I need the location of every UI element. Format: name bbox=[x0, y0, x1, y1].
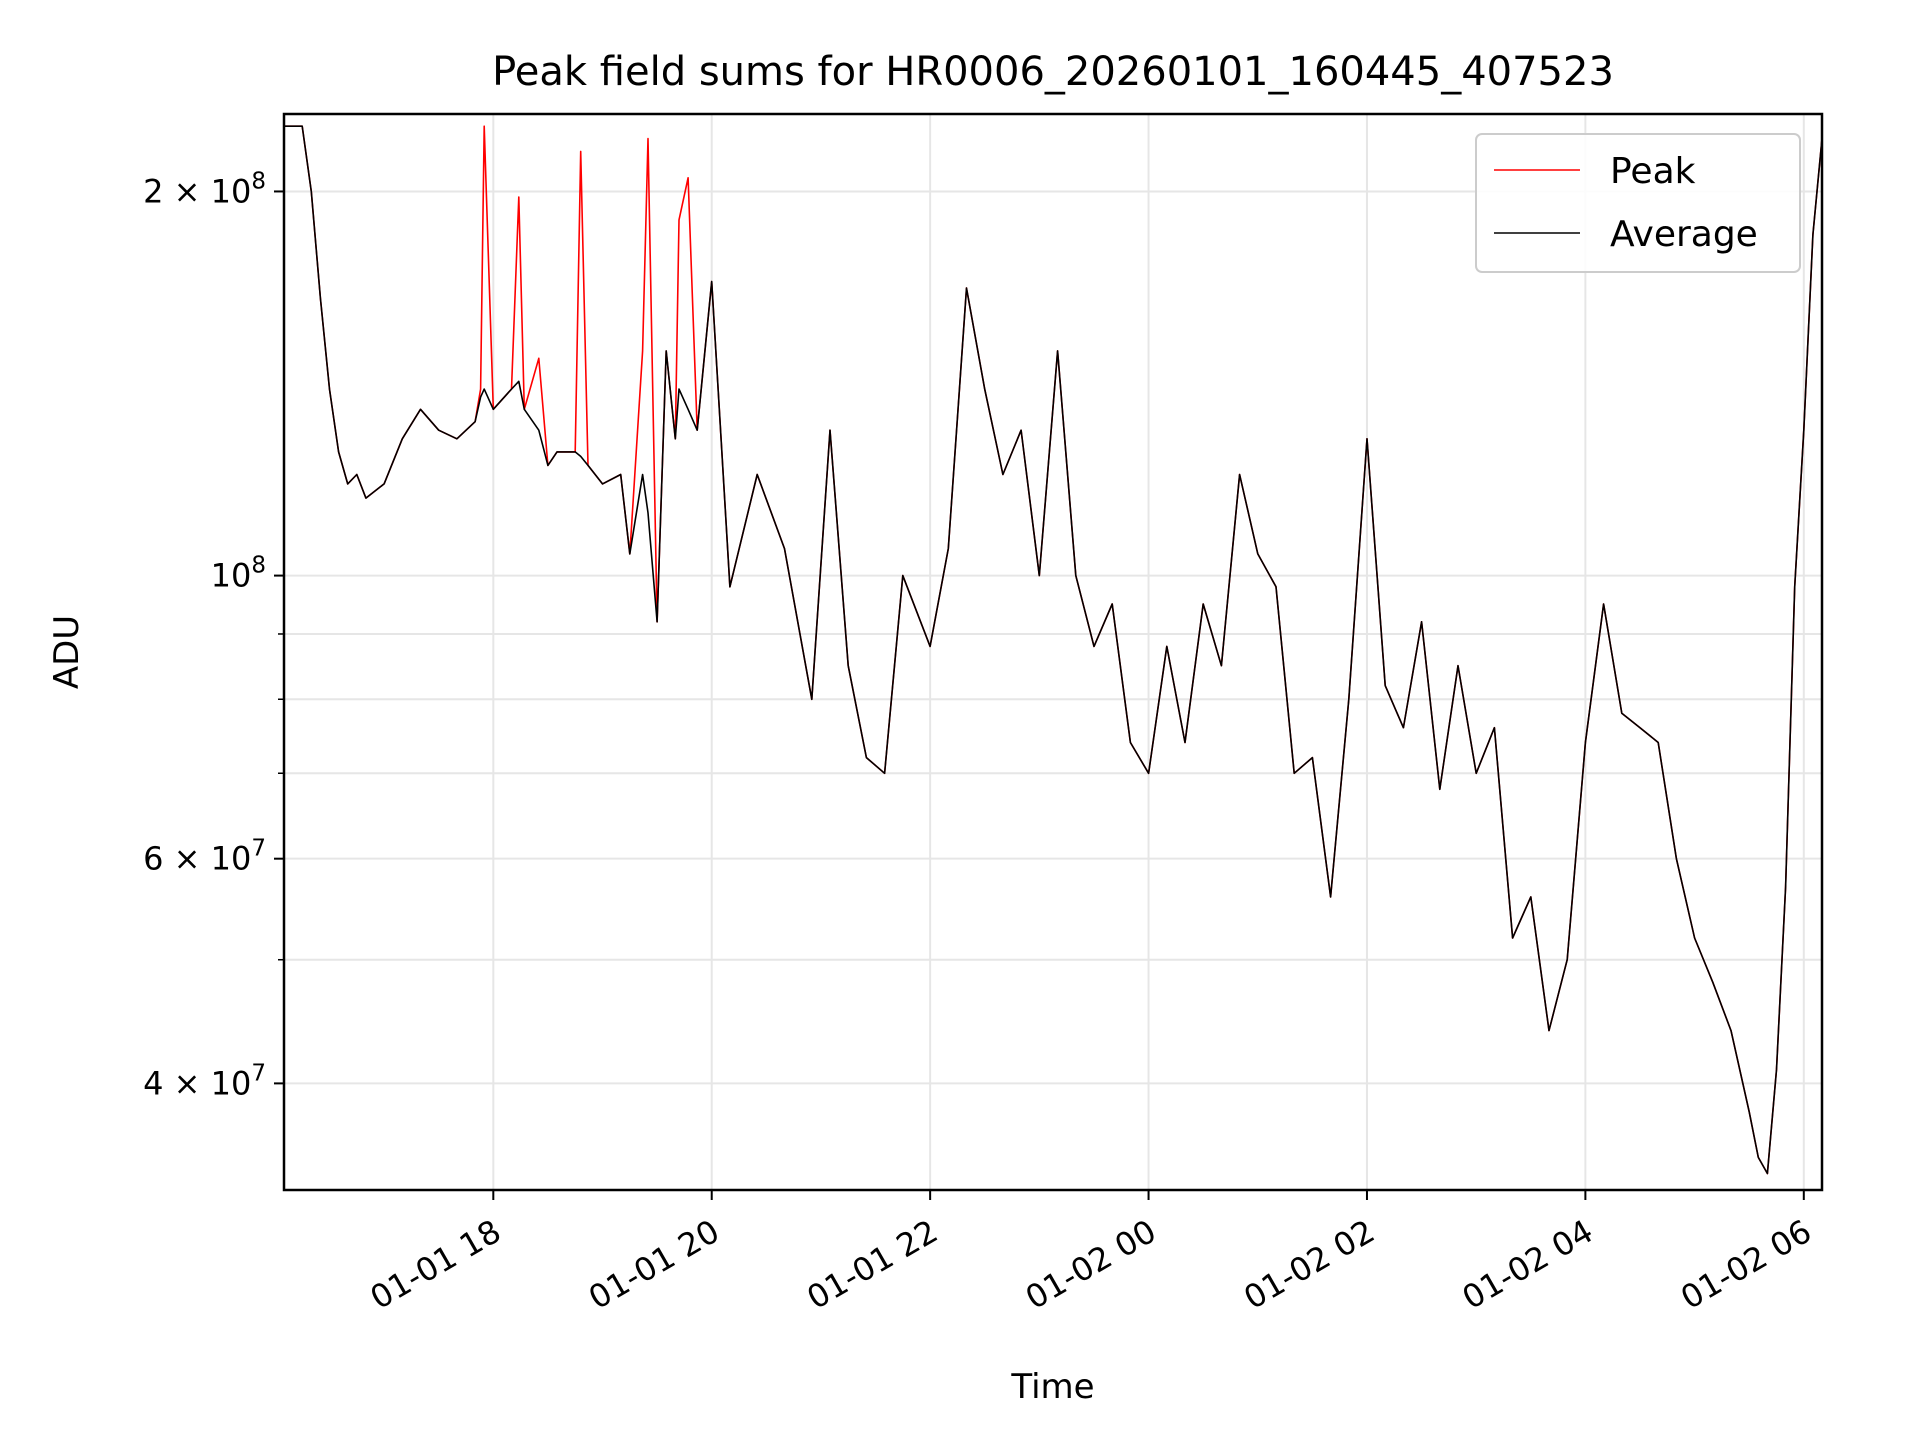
legend: Peak Average bbox=[1475, 133, 1801, 273]
y-axis-label: ADU bbox=[47, 615, 87, 689]
x-axis-label: Time bbox=[1010, 1367, 1094, 1407]
y-tick-label: 108 bbox=[211, 553, 266, 595]
legend-label-average: Average bbox=[1610, 214, 1758, 255]
y-tick-label: 4 × 107 bbox=[143, 1060, 266, 1102]
plot-frame bbox=[282, 112, 1824, 1192]
y-tick-label: 2 × 108 bbox=[143, 168, 266, 210]
series-line-average bbox=[284, 125, 1823, 1175]
legend-box bbox=[1475, 133, 1801, 273]
legend-label-peak: Peak bbox=[1610, 151, 1696, 192]
plot-series bbox=[284, 125, 1823, 1175]
y-tick-label: 6 × 107 bbox=[143, 836, 266, 878]
chart-title: Peak field sums for HR0006_20260101_1604… bbox=[492, 49, 1614, 95]
